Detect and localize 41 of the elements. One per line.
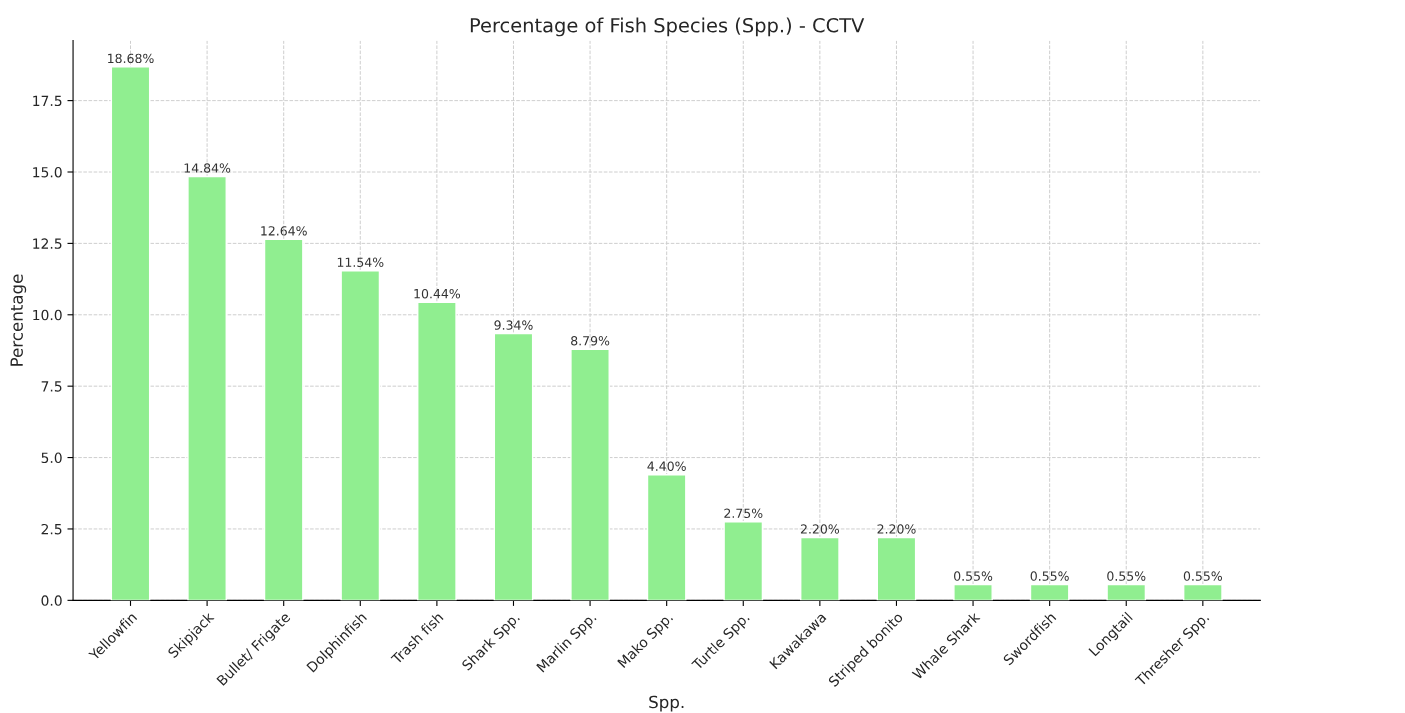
bar	[1182, 583, 1223, 601]
bar	[110, 66, 151, 601]
data-label: 12.64%	[261, 226, 307, 236]
data-label: 18.68%	[108, 53, 154, 64]
bar	[263, 238, 304, 601]
data-label: 0.55%	[1030, 571, 1069, 581]
data-label: 8.79%	[571, 336, 610, 346]
y-tick-label: 7.5	[41, 381, 62, 392]
bar	[646, 474, 687, 601]
data-label: 4.40%	[647, 461, 686, 471]
data-label: 2.20%	[877, 524, 916, 534]
bar	[876, 536, 917, 601]
data-label: 2.20%	[800, 524, 840, 534]
y-tick-label: 10.0	[33, 309, 62, 321]
bar	[570, 348, 610, 601]
y-tick-label: 2.5	[41, 523, 62, 535]
x-axis-title: Spp.	[649, 695, 684, 712]
bar	[187, 175, 227, 601]
y-tick-label: 12.5	[33, 238, 62, 249]
data-label: 0.55%	[1107, 571, 1146, 581]
bar	[1106, 583, 1147, 601]
data-label: 9.34%	[494, 320, 533, 330]
bar	[723, 521, 764, 601]
bar	[800, 536, 840, 601]
y-tick-label: 0.0	[41, 595, 62, 606]
data-label: 2.75%	[724, 508, 763, 519]
y-tick-label: 15.0	[33, 166, 62, 178]
chart-title: Percentage of Fish Species (Spp.) - CCTV	[470, 17, 865, 37]
bar	[340, 270, 381, 601]
y-tick-label: 17.5	[33, 95, 62, 107]
data-label: 14.84%	[184, 163, 231, 173]
data-label: 11.54%	[337, 257, 384, 267]
bar	[417, 301, 457, 601]
data-label: 0.55%	[954, 571, 993, 581]
data-label: 0.55%	[1183, 571, 1222, 581]
data-label: 10.44%	[414, 288, 461, 299]
bar	[953, 583, 993, 601]
bar	[1029, 583, 1070, 601]
y-tick-label: 5.0	[41, 452, 62, 464]
bar	[493, 332, 534, 601]
y-axis-title: Percentage	[10, 274, 27, 366]
